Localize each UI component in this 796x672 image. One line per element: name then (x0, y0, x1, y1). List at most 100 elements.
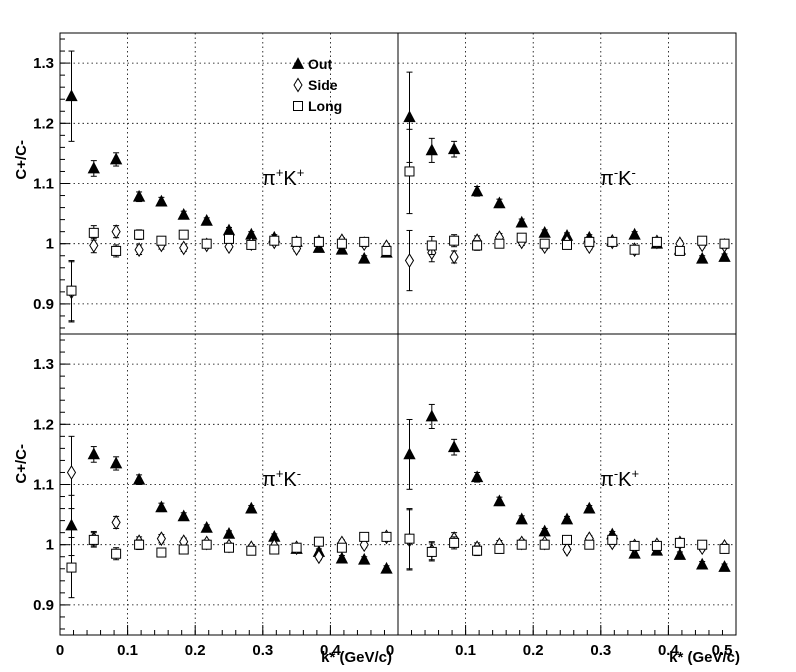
out-marker (696, 251, 709, 264)
long-marker (313, 236, 324, 247)
side-marker (134, 242, 144, 258)
long-marker (426, 240, 437, 251)
long-marker (697, 539, 708, 550)
out-marker (515, 512, 528, 525)
long-marker (178, 229, 189, 240)
panel-points-top-right (403, 71, 731, 292)
y-tick-label: 1 (46, 537, 54, 554)
x-tick-label: 0.2 (185, 642, 206, 659)
long-marker (562, 239, 572, 250)
legend-label: Long (308, 98, 342, 114)
y-tick-label: 1 (46, 236, 54, 253)
long-marker (111, 548, 122, 559)
out-marker (335, 242, 349, 255)
long-marker (224, 542, 234, 553)
long-marker (178, 544, 189, 555)
out-marker (493, 494, 506, 507)
long-marker (246, 545, 257, 556)
out-marker (155, 194, 168, 207)
grid-layer (60, 33, 736, 635)
long-marker (472, 240, 483, 251)
out-marker (87, 447, 100, 460)
long-marker (246, 239, 257, 250)
side-marker (179, 240, 189, 256)
long-marker (674, 537, 685, 548)
panel-label-bottom-left: π+K- (262, 466, 301, 491)
long-marker (539, 238, 550, 249)
long-marker (111, 245, 122, 256)
y-tick-label: 1.2 (33, 115, 54, 132)
long-marker (494, 238, 505, 249)
legend: Out Side Long (291, 56, 342, 114)
long-marker (516, 539, 527, 550)
long-marker (156, 547, 167, 558)
out-marker (291, 57, 305, 69)
out-marker (155, 500, 168, 513)
long-marker (426, 546, 437, 557)
y-tick-label: 1.1 (33, 176, 54, 193)
long-marker (719, 238, 730, 249)
series-out (403, 403, 731, 572)
long-marker (156, 235, 167, 246)
series-long (66, 225, 392, 322)
out-marker (358, 552, 371, 565)
long-marker (697, 235, 708, 246)
long-marker (224, 233, 234, 244)
y-axis-title: C+/C- (13, 444, 30, 484)
series-long (66, 531, 392, 599)
x-tick-label: 0.4 (658, 642, 680, 659)
side-marker (89, 238, 99, 253)
side-marker (111, 224, 121, 240)
long-marker (134, 539, 145, 550)
long-marker (381, 531, 392, 542)
long-marker (472, 545, 483, 556)
long-marker (449, 235, 460, 246)
long-marker (562, 534, 572, 545)
long-marker (201, 539, 212, 550)
y-tick-label: 1.3 (33, 356, 54, 373)
x-tick-label: 0.5 (712, 642, 733, 659)
x-axis-title: k* (GeV/c) (321, 649, 392, 666)
out-marker (538, 524, 551, 537)
legend-entry-out: Out (291, 56, 332, 72)
marks-layer (65, 50, 731, 599)
long-marker (201, 238, 212, 249)
side-marker (66, 465, 77, 480)
panel-points-bottom-right (403, 403, 731, 572)
out-marker (200, 213, 213, 226)
side-marker (314, 549, 324, 565)
long-marker (449, 537, 460, 548)
out-marker (177, 509, 190, 522)
out-marker (222, 223, 236, 236)
panel-frame-bottom-right (397, 333, 737, 636)
out-marker (470, 470, 484, 483)
long-marker (404, 166, 415, 177)
long-marker (336, 238, 347, 249)
y-axis-title: C+/C- (13, 140, 30, 180)
long-marker (66, 285, 77, 296)
long-marker (651, 236, 662, 247)
panel-label-bottom-right: π-K+ (600, 466, 639, 491)
x-tick-label: 0.1 (455, 642, 476, 659)
side-marker (404, 253, 415, 269)
panel-label-top-right: π-K- (600, 165, 636, 190)
long-marker (629, 540, 640, 551)
out-marker (200, 520, 213, 533)
frame-layer (59, 32, 737, 636)
series-long (404, 128, 730, 256)
y-tick-label: 0.9 (33, 296, 54, 313)
y-tick-label: 1.1 (33, 477, 54, 494)
out-marker (403, 110, 416, 123)
out-marker (109, 456, 123, 469)
panel-points-top-left (65, 50, 393, 323)
x-tick-label: 0.2 (523, 642, 544, 659)
long-marker (88, 227, 99, 238)
x-tick-label: 0.3 (252, 642, 273, 659)
long-marker (516, 232, 527, 243)
long-marker (607, 236, 618, 247)
long-marker (269, 544, 280, 555)
y-tick-label: 1.3 (33, 55, 54, 72)
long-marker (359, 236, 370, 247)
long-marker (539, 539, 550, 550)
